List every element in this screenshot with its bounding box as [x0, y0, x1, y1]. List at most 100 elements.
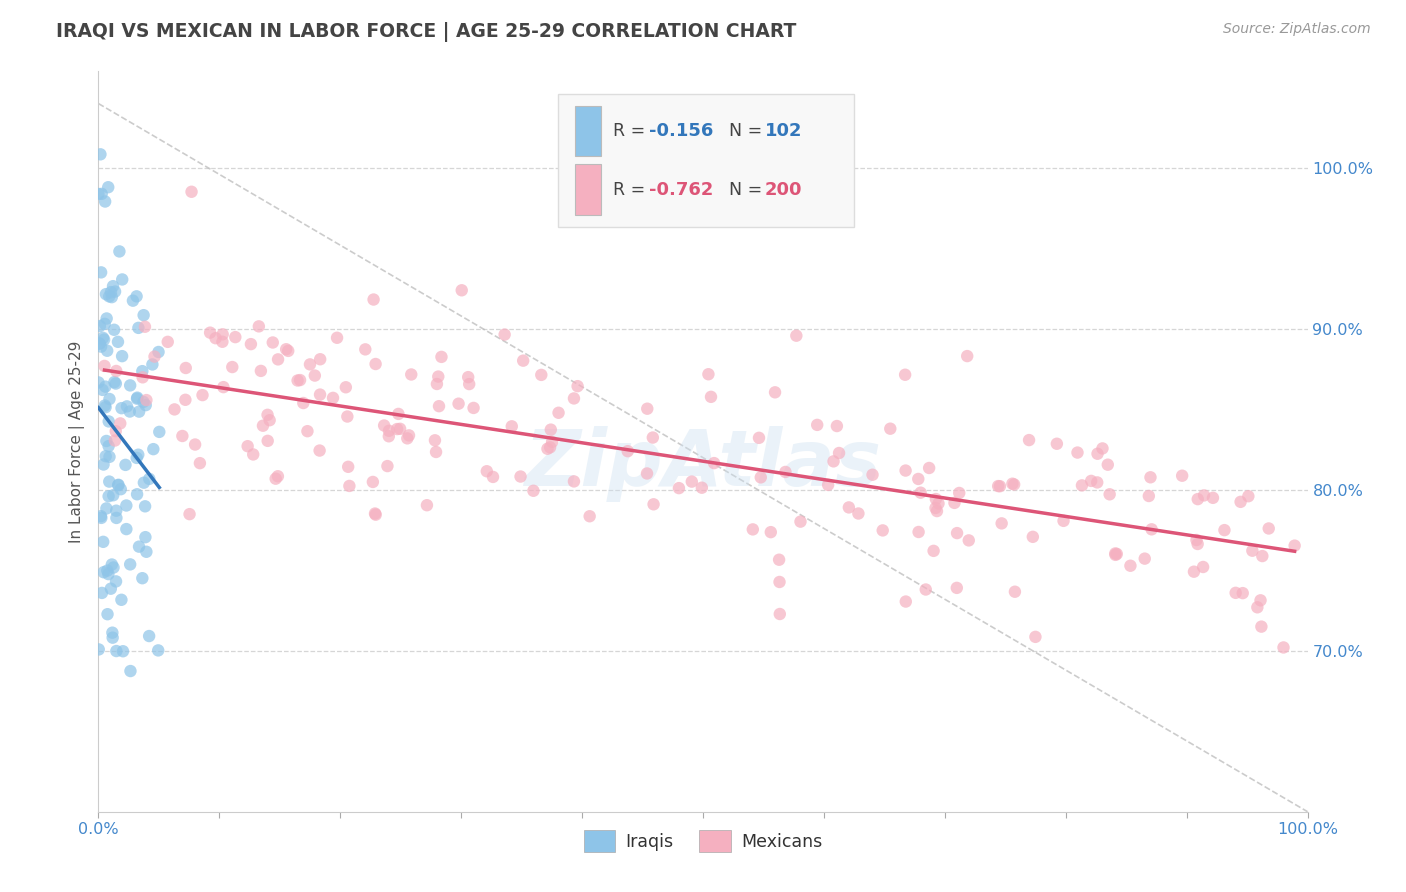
- Point: [427, 369, 450, 384]
- Point: [97, 414, 120, 428]
- Point: [1066, 445, 1088, 459]
- Point: [948, 486, 970, 500]
- Point: [1018, 433, 1040, 447]
- Point: [131, 364, 153, 378]
- Point: [775, 465, 797, 479]
- Point: [138, 629, 160, 643]
- Point: [90, 511, 112, 525]
- Point: [1182, 565, 1205, 579]
- Point: [1098, 487, 1121, 501]
- Point: [107, 478, 129, 492]
- Point: [94, 379, 117, 393]
- Point: [562, 475, 585, 489]
- Point: [749, 470, 772, 484]
- Point: [741, 522, 763, 536]
- Point: [1187, 537, 1209, 551]
- Point: [204, 331, 226, 345]
- Point: [759, 525, 782, 540]
- Point: [120, 378, 142, 392]
- Point: [946, 581, 969, 595]
- Point: [211, 327, 233, 342]
- Point: [1024, 630, 1046, 644]
- Text: 102: 102: [765, 122, 801, 140]
- Point: [806, 417, 828, 432]
- Point: [1250, 593, 1272, 607]
- Point: [364, 357, 387, 371]
- Point: [224, 330, 246, 344]
- Point: [100, 290, 122, 304]
- Point: [1246, 600, 1268, 615]
- Text: R =: R =: [613, 122, 651, 140]
- Point: [89, 147, 111, 161]
- Point: [101, 279, 124, 293]
- Point: [1105, 547, 1128, 561]
- Point: [135, 393, 157, 408]
- Point: [104, 376, 127, 391]
- Point: [287, 374, 309, 388]
- Point: [1140, 522, 1163, 536]
- Point: [277, 343, 299, 358]
- Point: [110, 482, 132, 496]
- Point: [180, 185, 202, 199]
- Point: [148, 425, 170, 439]
- Point: [825, 419, 848, 434]
- Point: [141, 358, 163, 372]
- Text: N =: N =: [718, 181, 768, 199]
- Point: [1251, 549, 1274, 563]
- Point: [138, 472, 160, 486]
- Point: [239, 337, 262, 351]
- Text: ZipAtlas: ZipAtlas: [524, 425, 882, 502]
- Point: [509, 469, 531, 483]
- Point: [107, 477, 129, 491]
- Text: R =: R =: [613, 181, 651, 199]
- Point: [430, 350, 453, 364]
- Point: [242, 447, 264, 461]
- Point: [522, 483, 544, 498]
- Point: [107, 334, 129, 349]
- Point: [1001, 476, 1024, 491]
- Point: [298, 358, 321, 372]
- Point: [93, 317, 115, 331]
- Point: [276, 343, 298, 357]
- Text: 200: 200: [765, 181, 801, 199]
- Point: [1046, 436, 1069, 450]
- Point: [198, 326, 221, 340]
- Point: [389, 422, 412, 436]
- Point: [1137, 489, 1160, 503]
- Point: [104, 434, 127, 448]
- Point: [396, 431, 419, 445]
- Point: [89, 336, 111, 351]
- Point: [89, 319, 111, 334]
- Point: [103, 375, 125, 389]
- Point: [475, 464, 498, 478]
- Point: [1213, 523, 1236, 537]
- Point: [156, 334, 179, 349]
- Point: [256, 408, 278, 422]
- Point: [828, 446, 851, 460]
- Point: [115, 400, 138, 414]
- Point: [120, 558, 142, 572]
- Point: [1071, 478, 1094, 492]
- Point: [494, 327, 516, 342]
- Point: [179, 507, 201, 521]
- Point: [463, 401, 485, 415]
- Point: [120, 664, 142, 678]
- Point: [943, 496, 966, 510]
- Text: -0.156: -0.156: [650, 122, 714, 140]
- Point: [131, 370, 153, 384]
- Point: [91, 331, 114, 345]
- Point: [427, 399, 450, 413]
- Point: [89, 336, 111, 351]
- Point: [894, 464, 917, 478]
- Point: [93, 458, 115, 472]
- Point: [457, 370, 479, 384]
- Point: [918, 461, 941, 475]
- Point: [97, 567, 120, 582]
- Point: [987, 479, 1010, 493]
- Point: [1091, 442, 1114, 456]
- Point: [1104, 548, 1126, 562]
- Point: [174, 361, 197, 376]
- Point: [115, 522, 138, 536]
- Point: [105, 364, 128, 378]
- Point: [262, 335, 284, 350]
